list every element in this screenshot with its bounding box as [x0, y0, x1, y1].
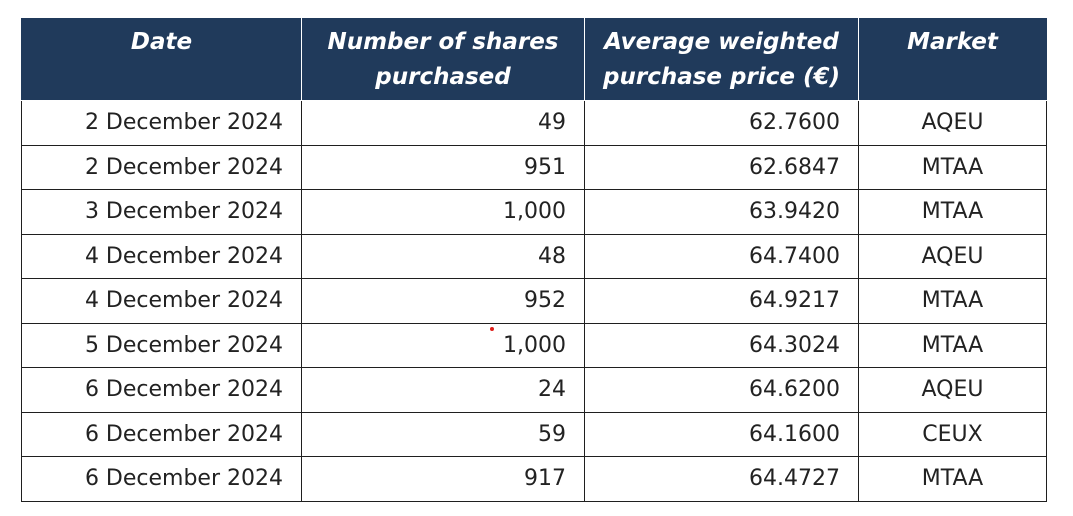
- market-cell: MTAA: [858, 322, 1047, 368]
- header-shares-line2: purchased: [375, 64, 511, 90]
- table-body: 2 December 2024 49 62.7600 AQEU 2 Decemb…: [21, 100, 1047, 502]
- header-average-price: Average weighted purchase price (€): [584, 18, 859, 101]
- shares-cell: 917: [301, 456, 585, 502]
- table-row: 6 December 2024 59 64.1600 CEUX: [21, 411, 1047, 457]
- price-cell: 62.7600: [584, 100, 859, 146]
- table-row: 6 December 2024 24 64.6200 AQEU: [21, 367, 1047, 413]
- table-row: 4 December 2024 48 64.7400 AQEU: [21, 233, 1047, 279]
- header-price-line1: Average weighted: [604, 29, 839, 55]
- table-row: 2 December 2024 951 62.6847 MTAA: [21, 144, 1047, 190]
- price-cell: 64.7400: [584, 233, 859, 279]
- header-market: Market: [858, 18, 1047, 101]
- market-cell: MTAA: [858, 278, 1047, 324]
- shares-cell: 59: [301, 411, 585, 457]
- market-cell: MTAA: [858, 456, 1047, 502]
- market-cell: AQEU: [858, 100, 1047, 146]
- date-cell: 4 December 2024: [21, 233, 302, 279]
- cursor-dot: [490, 327, 494, 331]
- header-shares-purchased: Number of shares purchased: [301, 18, 585, 101]
- date-cell: 4 December 2024: [21, 278, 302, 324]
- market-cell: MTAA: [858, 189, 1047, 235]
- shares-cell: 48: [301, 233, 585, 279]
- table-row: 6 December 2024 917 64.4727 MTAA: [21, 456, 1047, 502]
- date-cell: 6 December 2024: [21, 411, 302, 457]
- header-date: Date: [21, 18, 302, 101]
- date-cell: 3 December 2024: [21, 189, 302, 235]
- header-date-label: Date: [130, 29, 193, 55]
- price-cell: 63.9420: [584, 189, 859, 235]
- table-row: 4 December 2024 952 64.9217 MTAA: [21, 278, 1047, 324]
- header-shares-line1: Number of shares: [327, 29, 559, 55]
- shares-cell: 49: [301, 100, 585, 146]
- market-cell: MTAA: [858, 144, 1047, 190]
- header-row: Date Number of shares purchased Average …: [21, 18, 1047, 101]
- table-row: 3 December 2024 1,000 63.9420 MTAA: [21, 189, 1047, 235]
- shares-cell: 951: [301, 144, 585, 190]
- table-row: 5 December 2024 1,000 64.3024 MTAA: [21, 322, 1047, 368]
- shares-cell: 24: [301, 367, 585, 413]
- header-market-label: Market: [907, 29, 998, 55]
- market-cell: AQEU: [858, 367, 1047, 413]
- price-cell: 64.9217: [584, 278, 859, 324]
- price-cell: 64.4727: [584, 456, 859, 502]
- share-purchases-table: Date Number of shares purchased Average …: [21, 18, 1047, 502]
- date-cell: 6 December 2024: [21, 456, 302, 502]
- price-cell: 64.6200: [584, 367, 859, 413]
- shares-cell: 1,000: [301, 322, 585, 368]
- shares-cell: 952: [301, 278, 585, 324]
- date-cell: 6 December 2024: [21, 367, 302, 413]
- header-price-line2: purchase price (€): [603, 64, 840, 90]
- shares-cell: 1,000: [301, 189, 585, 235]
- date-cell: 2 December 2024: [21, 144, 302, 190]
- price-cell: 64.1600: [584, 411, 859, 457]
- market-cell: AQEU: [858, 233, 1047, 279]
- price-cell: 64.3024: [584, 322, 859, 368]
- price-cell: 62.6847: [584, 144, 859, 190]
- market-cell: CEUX: [858, 411, 1047, 457]
- date-cell: 5 December 2024: [21, 322, 302, 368]
- table-row: 2 December 2024 49 62.7600 AQEU: [21, 100, 1047, 146]
- table-header: Date Number of shares purchased Average …: [21, 18, 1047, 101]
- date-cell: 2 December 2024: [21, 100, 302, 146]
